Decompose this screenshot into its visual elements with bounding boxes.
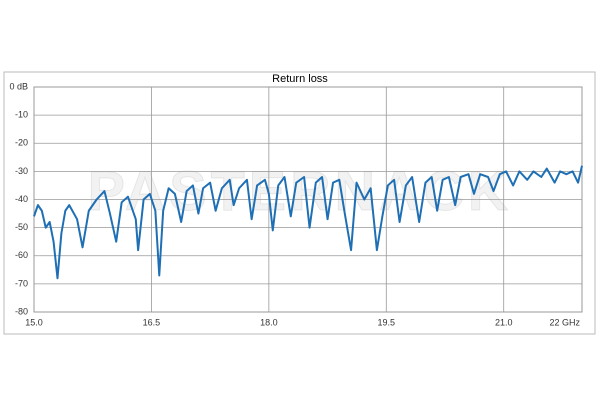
y-tick-label: -30	[15, 166, 28, 176]
x-tick-label: 16.5	[143, 317, 161, 327]
x-tick-label: 19.5	[378, 317, 396, 327]
x-tick-label: 22 GHz	[549, 317, 580, 327]
y-tick-label: -70	[15, 278, 28, 288]
series-line	[33, 165, 583, 280]
y-tick-label: -10	[15, 110, 28, 120]
y-tick-label: -60	[15, 250, 28, 260]
y-tick-label: -40	[15, 194, 28, 204]
watermark: PASTERNACK	[88, 159, 513, 222]
chart-title: Return loss	[272, 73, 328, 85]
x-tick-label: 18.0	[260, 317, 278, 327]
y-tick-label: -50	[15, 222, 28, 232]
chart-frame	[3, 71, 596, 335]
x-tick-label: 15.0	[25, 317, 43, 327]
x-tick-label: 21.0	[495, 317, 513, 327]
y-tick-label: 0 dB	[9, 81, 28, 91]
y-tick-label: -80	[15, 306, 28, 316]
y-tick-label: -20	[15, 138, 28, 148]
